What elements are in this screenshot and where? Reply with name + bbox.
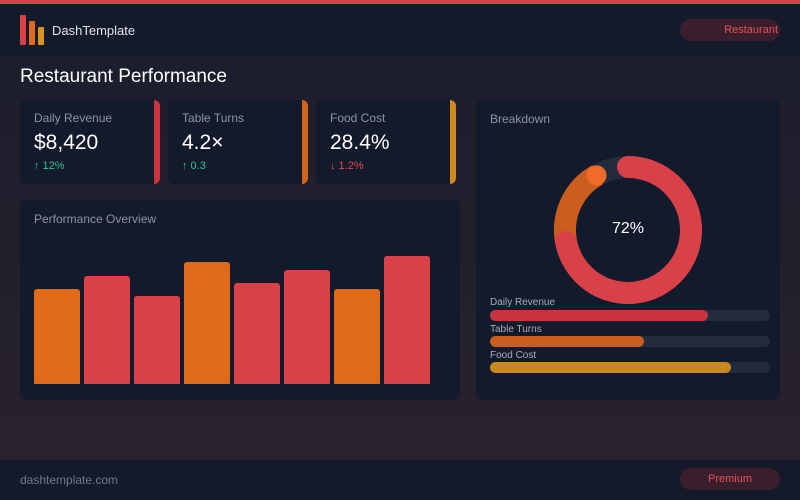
progress-track-food-cost	[490, 362, 770, 373]
kpi-card-daily-revenue: Daily Revenue $8,420 ↑ 12%	[20, 100, 160, 184]
breakdown-donut-chart	[554, 156, 702, 304]
donut-marker-dot	[586, 165, 607, 186]
app-footer: dashtemplate.com Premium	[0, 460, 800, 500]
donut-percent-label: 72%	[611, 220, 645, 237]
progress-fill-food-cost	[490, 362, 731, 373]
performance-overview-card: Performance Overview	[20, 200, 460, 400]
kpi-delta: ↑ 0.3	[182, 160, 206, 172]
kpi-value: 28.4%	[330, 131, 390, 154]
performance-bar	[84, 276, 130, 384]
kpi-delta: ↓ 1.2%	[330, 160, 364, 172]
logo-icon	[20, 15, 44, 45]
top-accent-line	[0, 0, 800, 4]
progress-label-table-turns: Table Turns	[490, 324, 542, 335]
kpi-label: Daily Revenue	[34, 111, 113, 125]
performance-bar	[234, 283, 280, 384]
kpi-delta: ↑ 12%	[34, 160, 65, 172]
footer-site-link[interactable]: dashtemplate.com	[20, 473, 119, 487]
performance-bar	[184, 262, 230, 384]
app-header: DashTemplate Restaurant	[0, 4, 800, 56]
kpi-accent-bar	[154, 100, 160, 184]
kpi-accent-bar	[302, 100, 308, 184]
kpi-label: Table Turns	[182, 111, 245, 125]
restaurant-badge[interactable]: Restaurant	[680, 19, 780, 41]
performance-bar	[384, 256, 430, 384]
progress-label-daily-revenue: Daily Revenue	[490, 297, 556, 308]
performance-bar	[34, 289, 80, 384]
kpi-card-food-cost: Food Cost 28.4% ↓ 1.2%	[316, 100, 456, 184]
breakdown-title: Breakdown	[490, 112, 551, 126]
kpi-value: $8,420	[34, 131, 99, 154]
kpi-card-table-turns: Table Turns 4.2× ↑ 0.3	[168, 100, 308, 184]
performance-bar	[284, 270, 330, 384]
donut-main-arc	[555, 156, 702, 304]
progress-track-table-turns	[490, 336, 770, 347]
performance-bar	[134, 296, 180, 384]
progress-track-daily-revenue	[490, 310, 770, 321]
premium-button[interactable]: Premium	[680, 468, 780, 490]
progress-fill-daily-revenue	[490, 310, 709, 321]
progress-label-food-cost: Food Cost	[490, 350, 537, 361]
brand-name: DashTemplate	[52, 22, 136, 38]
kpi-value: 4.2×	[182, 131, 224, 154]
page-title: Restaurant Performance	[20, 66, 227, 87]
kpi-label: Food Cost	[330, 111, 386, 125]
kpi-accent-bar	[450, 100, 456, 184]
performance-bar	[334, 289, 380, 384]
progress-fill-table-turns	[490, 336, 644, 347]
breakdown-card: Breakdown 72% Daily Revenue Table Turns …	[476, 100, 780, 400]
performance-overview-title: Performance Overview	[34, 212, 157, 226]
performance-bar-chart	[34, 240, 450, 384]
